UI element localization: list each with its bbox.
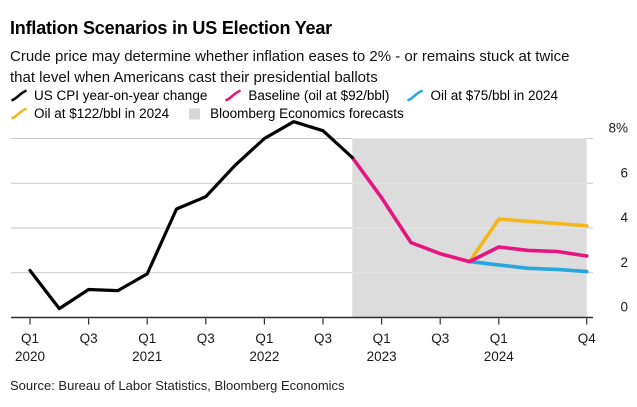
legend-item-oil75: Oil at $75/bbl in 2024 (406, 88, 558, 103)
legend-line-marker-stroke (407, 89, 424, 101)
legend-item-label: Baseline (oil at $92/bbl) (248, 87, 390, 103)
legend-box-marker-icon (189, 108, 201, 119)
legend-row: US CPI year-on-year change Baseline (oil … (10, 87, 634, 103)
series-line-baseline (350, 155, 589, 264)
legend-line-marker-icon (225, 89, 242, 101)
legend-item-oil122: Oil at $122/bbl in 2024 (10, 106, 169, 121)
x-tick-label: Q3 (314, 331, 332, 346)
x-tick-year-label: 2024 (484, 349, 515, 364)
x-tick-label: Q1 (255, 331, 273, 346)
x-tick-label: Q1 (21, 331, 39, 346)
legend-line-marker-icon (407, 89, 424, 101)
legend-line-marker-stroke (225, 89, 242, 101)
legend-line-marker-stroke (11, 89, 27, 101)
series-line-oil122 (467, 217, 589, 264)
legend-item-forecast: Bloomberg Economics forecasts (186, 106, 404, 121)
chart-subtitle: Crude price may determine whether inflat… (10, 48, 570, 86)
x-tick-label: Q3 (80, 331, 98, 346)
source-note: Source: Bureau of Labor Statistics, Bloo… (10, 378, 345, 393)
legend-box-marker-fill (189, 108, 201, 119)
legend-item-baseline: Baseline (oil at $92/bbl) (224, 88, 389, 103)
series-line-oil75 (467, 259, 589, 274)
legend-item-label: Oil at $75/bbl in 2024 (430, 87, 559, 103)
x-tick-label: Q1 (138, 331, 156, 346)
chart-legend: US CPI year-on-year change Baseline (oil … (10, 87, 634, 123)
x-tick-year-label: 2022 (249, 349, 279, 364)
y-tick-label: 0 (620, 300, 628, 315)
x-tick-label: Q1 (490, 331, 508, 346)
legend-item-cpi: US CPI year-on-year change (10, 88, 207, 103)
legend-line-marker-icon (11, 107, 27, 119)
x-tick-label: Q3 (197, 331, 215, 346)
legend-item-label: Bloomberg Economics forecasts (210, 105, 404, 121)
legend-line-marker-icon (11, 89, 27, 101)
x-tick-year-label: 2020 (15, 349, 45, 364)
legend-item-label: Oil at $122/bbl in 2024 (34, 105, 170, 121)
y-tick-label: 2 (620, 255, 628, 270)
x-tick-year-label: 2023 (367, 349, 397, 364)
legend-item-label: US CPI year-on-year change (34, 87, 208, 103)
series-line-cpi (28, 120, 354, 311)
y-tick-label: 4 (620, 210, 628, 225)
legend-row: Oil at $122/bbl in 2024 Bloomberg Economi… (10, 105, 634, 121)
x-tick-label: Q3 (431, 331, 449, 346)
x-tick-year-label: 2021 (132, 349, 162, 364)
x-tick-label: Q1 (373, 331, 391, 346)
page-title: Inflation Scenarios in US Election Year (10, 18, 332, 39)
y-tick-label: 6 (620, 165, 628, 180)
legend-line-marker-stroke (11, 107, 27, 119)
x-tick-label: Q4 (578, 331, 597, 346)
y-tick-label: 8% (608, 121, 628, 136)
